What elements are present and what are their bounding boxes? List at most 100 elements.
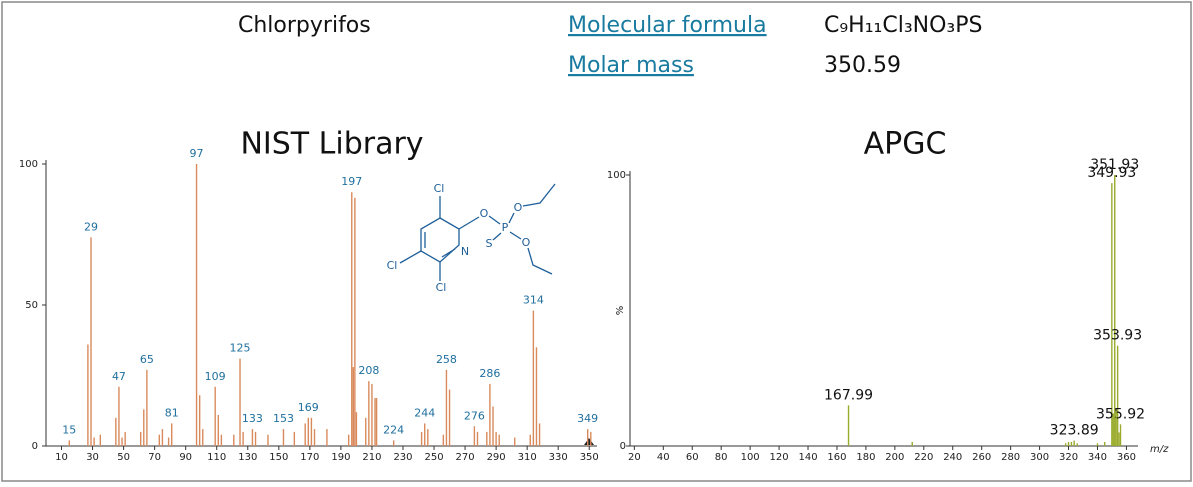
x-tick-label: 20 <box>628 452 641 463</box>
x-tick-label: 350 <box>580 452 599 463</box>
chart-title: NIST Library <box>240 127 423 162</box>
peak <box>352 367 355 446</box>
peak <box>586 429 589 446</box>
peak <box>233 434 235 446</box>
peak <box>161 429 164 446</box>
y-tick-label: 100 <box>607 170 626 181</box>
peak <box>293 431 296 446</box>
x-tick-label: 340 <box>1088 452 1107 463</box>
x-tick-label: 170 <box>300 452 319 463</box>
y-tick-label: 100 <box>19 159 38 170</box>
x-tick-label: 280 <box>1001 452 1020 463</box>
peak <box>198 395 201 446</box>
peak-label: 125 <box>230 342 251 355</box>
peak-label: 109 <box>205 370 226 383</box>
chart-title: APGC <box>864 127 947 162</box>
x-tick-label: 360 <box>1117 452 1136 463</box>
marker <box>584 438 594 445</box>
atom: Cl <box>436 281 447 294</box>
peak <box>217 414 219 446</box>
x-tick-label: 240 <box>943 452 962 463</box>
peak <box>242 431 244 446</box>
peak-label: 286 <box>479 367 500 380</box>
bond <box>509 231 522 240</box>
peak <box>267 434 269 446</box>
x-tick-label: 290 <box>487 452 506 463</box>
peak-label: 15 <box>62 423 76 436</box>
bond <box>492 232 502 241</box>
peak-label: 65 <box>140 353 154 366</box>
peak <box>1112 413 1114 446</box>
peak <box>1076 443 1078 446</box>
x-tick-label: 270 <box>456 452 475 463</box>
peak-label: 97 <box>190 147 204 160</box>
peak-label: 314 <box>523 294 544 307</box>
x-tick-label: 30 <box>86 452 99 463</box>
peak-label: 244 <box>414 406 435 419</box>
peak-label: 133 <box>242 412 263 425</box>
x-tick-label: 150 <box>269 452 288 463</box>
peak <box>90 237 92 446</box>
peak <box>93 437 95 446</box>
x-tick-label: 140 <box>798 452 817 463</box>
peak-label: 197 <box>341 175 362 188</box>
peak <box>476 431 479 446</box>
y-tick-label: 50 <box>25 300 38 311</box>
peak <box>911 441 913 446</box>
peak <box>202 429 204 446</box>
peak <box>498 434 500 446</box>
peak <box>420 431 423 446</box>
x-tick-label: 70 <box>148 452 161 463</box>
bond <box>399 250 422 264</box>
y-axis-label: % <box>615 306 626 316</box>
peak <box>351 192 353 446</box>
peak-label: 349 <box>577 412 598 425</box>
x-tick-label: 260 <box>972 452 991 463</box>
peak <box>158 434 161 446</box>
peak <box>118 386 120 446</box>
peak <box>139 431 142 446</box>
mass-link[interactable]: Molar mass <box>568 53 694 78</box>
x-tick-label: 230 <box>393 452 412 463</box>
peak <box>532 310 535 446</box>
peak <box>307 417 310 446</box>
peak <box>326 429 328 446</box>
peak <box>220 434 223 446</box>
x-tick-label: 120 <box>770 452 789 463</box>
peak <box>535 347 538 446</box>
atom: Cl <box>434 182 445 195</box>
x-tick-label: 50 <box>117 452 130 463</box>
peak <box>495 431 497 446</box>
peak <box>143 409 145 446</box>
peak <box>1073 440 1075 446</box>
peak <box>167 437 170 446</box>
x-tick-label: 80 <box>715 452 728 463</box>
peak <box>254 431 257 446</box>
peak <box>442 434 445 446</box>
formula-link[interactable]: Molecular formula <box>568 13 767 38</box>
peak-label: 47 <box>112 370 126 383</box>
peak <box>1064 443 1067 446</box>
peak <box>392 440 395 446</box>
peak <box>354 197 356 446</box>
structure: Cl O O P S O N Cl Cl <box>387 182 556 294</box>
peak-label: 208 <box>358 364 379 377</box>
x-tick-label: 320 <box>1059 452 1078 463</box>
peak <box>368 381 370 446</box>
x-tick-label: 200 <box>885 452 904 463</box>
x-tick-label: 190 <box>331 452 350 463</box>
atom: O <box>514 201 523 214</box>
peak <box>1104 441 1106 446</box>
peak <box>590 431 592 446</box>
y-tick-label: 0 <box>620 441 626 452</box>
bond <box>441 248 456 258</box>
peak <box>448 389 451 446</box>
peak <box>1119 424 1122 446</box>
peak-label: 323.89 <box>1050 423 1099 439</box>
peak-label: 81 <box>165 406 179 419</box>
peak <box>195 164 198 446</box>
peak <box>313 429 316 446</box>
peak <box>492 406 494 446</box>
